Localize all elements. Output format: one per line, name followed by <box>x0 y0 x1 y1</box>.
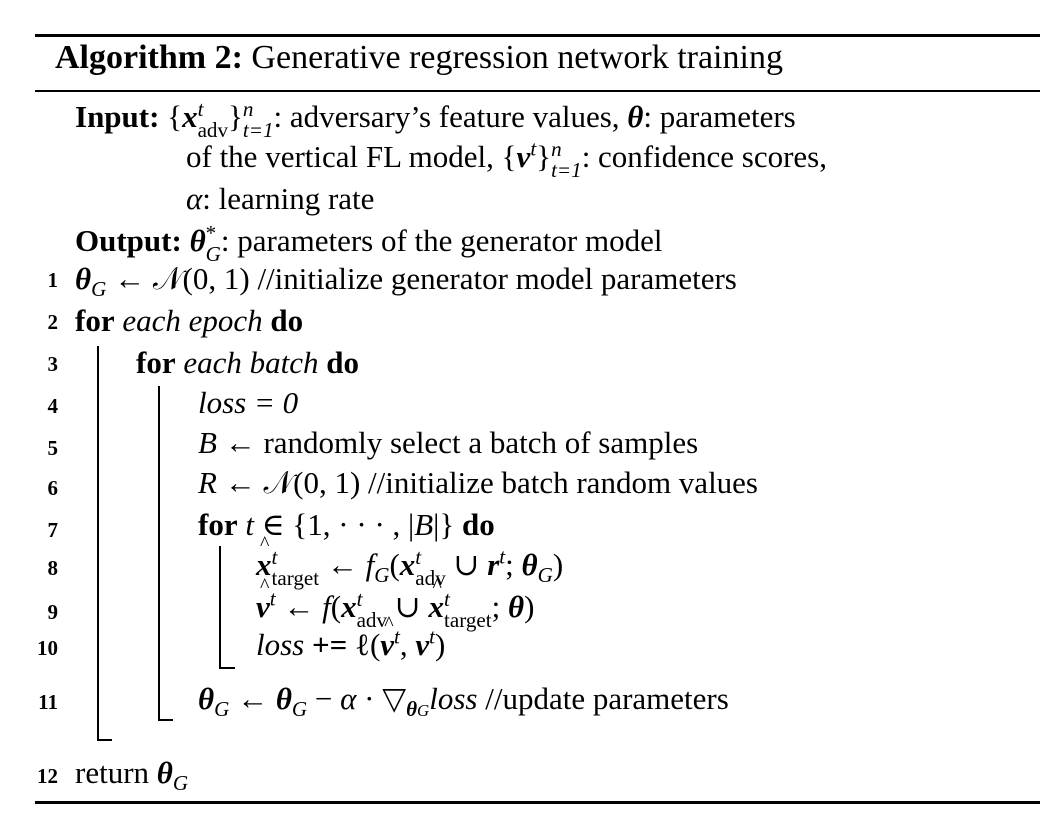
line-number-9: 9 <box>47 600 59 624</box>
line-number-10: 10 <box>37 636 58 660</box>
line-5: B ← randomly select a batch of samples <box>198 425 699 460</box>
line-3: for each batch do <box>136 344 359 381</box>
line-number-7: 7 <box>47 518 59 542</box>
output-desc: : parameters of the generator model <box>220 223 663 258</box>
return-keyword: return <box>75 755 150 790</box>
input-line-1: Input: {x t adv} n t=1: adversary’s feature … <box>75 96 796 142</box>
line-10: loss += ℓ(vt, vt) <box>256 612 445 663</box>
input-line-3: α: learning rate <box>186 181 375 216</box>
sub-target-8: target <box>271 565 320 590</box>
sup-n-2: n <box>551 136 562 161</box>
input-desc-1-end: : parameters <box>643 99 796 134</box>
line-3-text: each batch <box>183 345 319 380</box>
sub-target-9: target <box>444 607 492 632</box>
algorithm-title: Algorithm 2: Generative regression netwo… <box>55 38 783 79</box>
inner-loop-end <box>219 667 235 669</box>
line-12: return θG <box>75 755 189 796</box>
input-desc-2-end: : confidence scores, <box>581 139 827 174</box>
epoch-loop-end <box>97 739 112 741</box>
line-number-12: 12 <box>37 764 58 788</box>
line-11-comment: //update parameters <box>485 681 729 716</box>
epoch-loop-bar <box>97 346 99 740</box>
sub-t-eq-1: t=1 <box>242 117 274 142</box>
batch-loop-end <box>158 719 173 721</box>
do-keyword-3: do <box>326 345 359 380</box>
input-desc-1: : adversary’s feature values, <box>273 99 628 134</box>
output-keyword: Output: <box>75 223 182 258</box>
do-keyword-2: do <box>270 303 304 338</box>
input-keyword: Input: <box>75 99 160 134</box>
line-number-3: 3 <box>47 352 59 376</box>
do-keyword-7: do <box>462 507 495 542</box>
line-6: R ← 𝒩(0, 1) //initialize batch random va… <box>198 465 758 500</box>
sub-t-eq-1-2: t=1 <box>551 157 582 182</box>
for-keyword-7: for <box>198 507 238 542</box>
line-6-comment: //initialize batch random values <box>368 465 758 500</box>
input-desc-2: of the vertical FL model, <box>186 139 502 174</box>
line-10-op: += <box>312 627 348 662</box>
line-1-comment: //initialize generator model parameters <box>257 261 737 296</box>
inner-loop-bar <box>219 546 221 668</box>
output-line: Output: θ * G: parameters of the generator… <box>75 220 663 266</box>
line-2: for each epoch do <box>75 302 303 339</box>
line-number-1: 1 <box>47 268 59 292</box>
line-4: loss = 0 <box>198 385 299 420</box>
line-number-2: 2 <box>47 310 59 334</box>
algorithm-label: Algorithm 2: <box>55 39 243 76</box>
line-7: for t ∈ {1, · · · , |B|} do <box>198 507 495 542</box>
line-5-text: randomly select a batch of samples <box>263 425 699 460</box>
for-keyword-3: for <box>136 345 176 380</box>
line-number-11: 11 <box>38 690 58 714</box>
input-desc-3: : learning rate <box>202 181 375 216</box>
line-number-5: 5 <box>47 436 59 460</box>
line-2-text: each epoch <box>122 303 263 338</box>
top-rule <box>35 34 1040 37</box>
input-line-2: of the vertical FL model, {vt} n t=1: conf… <box>186 136 827 182</box>
batch-loop-bar <box>158 386 160 720</box>
title-rule <box>35 90 1040 92</box>
bottom-rule <box>35 801 1040 804</box>
line-number-6: 6 <box>47 476 59 500</box>
line-number-4: 4 <box>47 394 59 418</box>
line-number-8: 8 <box>47 556 59 580</box>
sup-n: n <box>242 96 254 121</box>
algorithm-name: Generative regression network training <box>251 39 783 76</box>
sup-t: t <box>197 96 204 121</box>
line-1: θG ← 𝒩(0, 1) //initialize generator mode… <box>75 261 737 302</box>
line-11: θG ← θG − α · ▽θGloss //update parameter… <box>198 681 729 722</box>
sub-adv: adv <box>197 117 229 142</box>
for-keyword-2: for <box>75 303 115 338</box>
